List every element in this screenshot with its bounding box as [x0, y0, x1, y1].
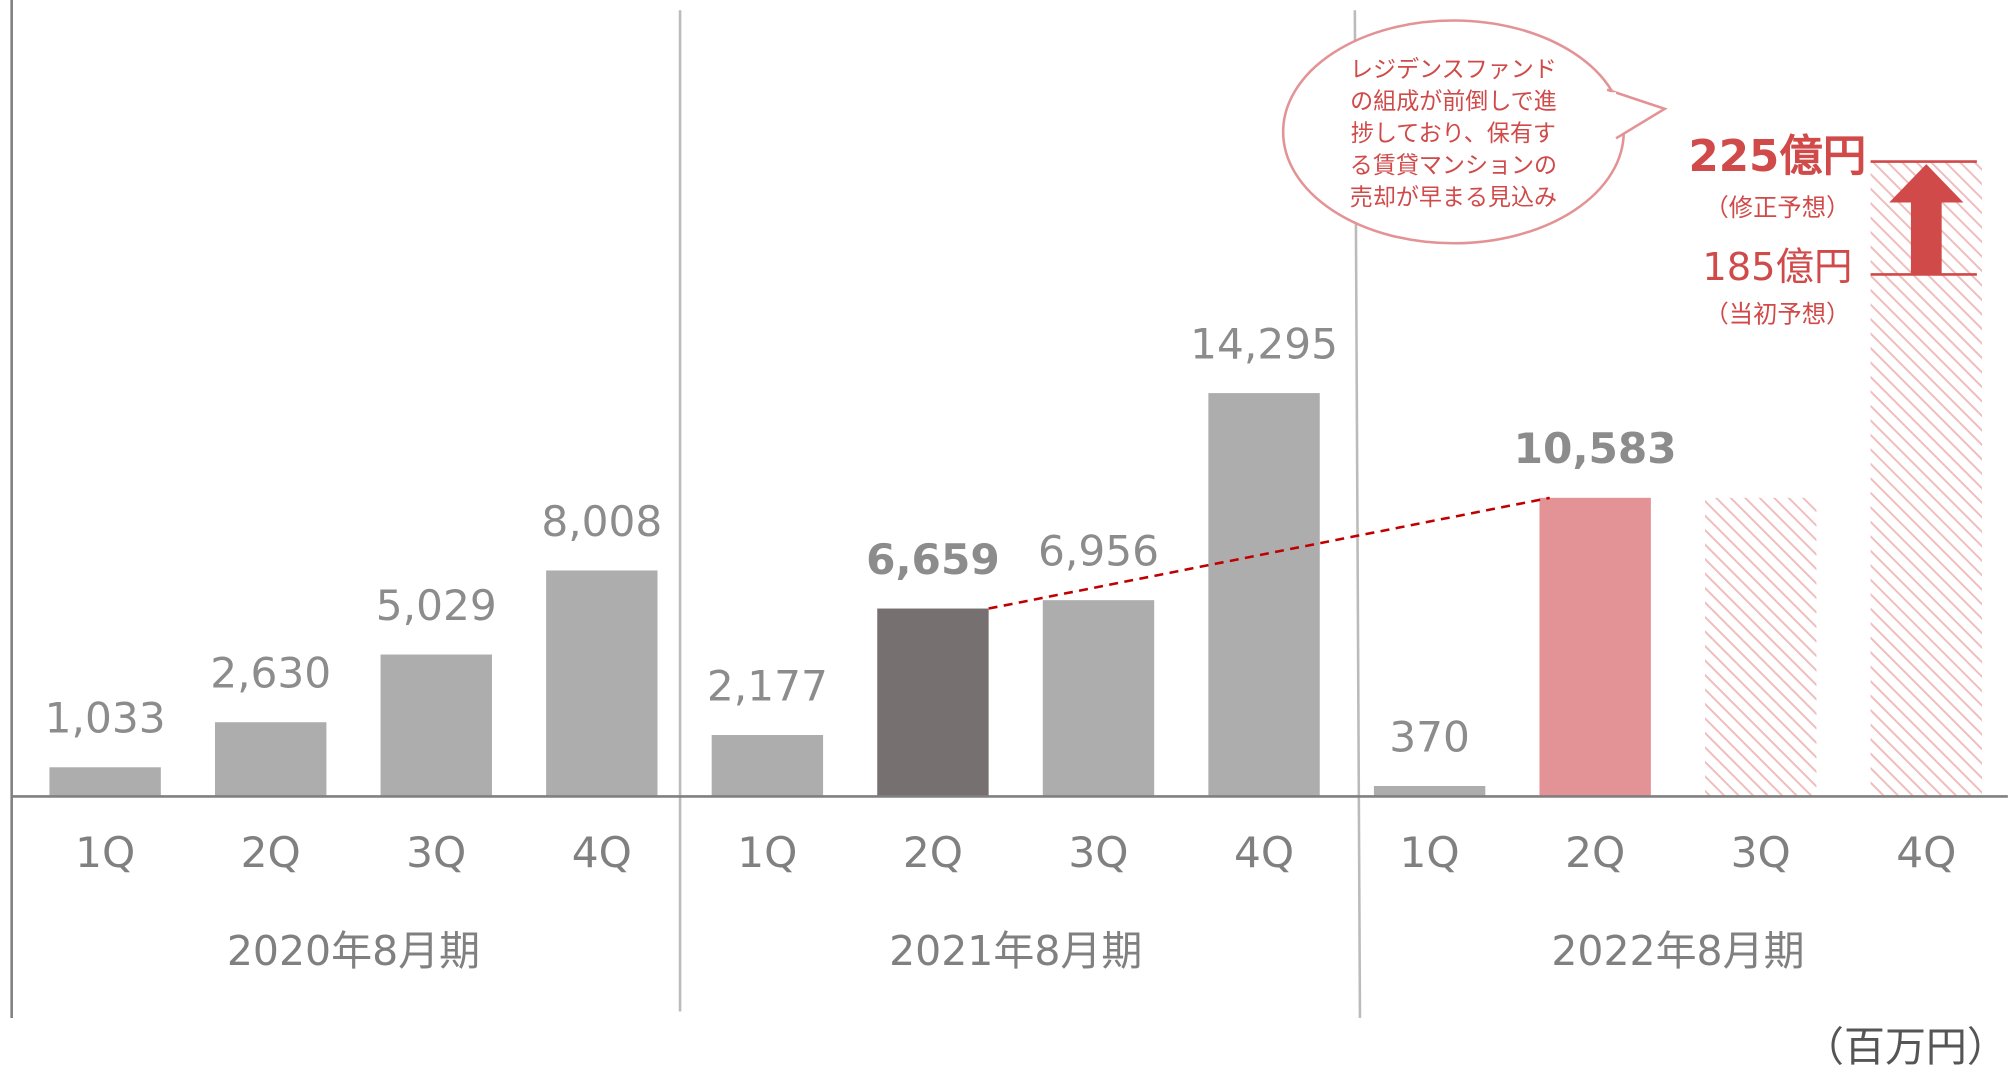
x-tick-label: 1Q: [1400, 828, 1460, 877]
x-tick-label: 2Q: [903, 828, 963, 877]
x-tick-label: 3Q: [1731, 828, 1791, 877]
up-arrow: [1889, 164, 1964, 275]
value-label: 2,177: [707, 661, 828, 710]
value-label: 370: [1389, 712, 1470, 761]
x-tick-label: 4Q: [572, 828, 632, 877]
x-tick-label: 4Q: [1896, 828, 1956, 877]
bar: [1539, 497, 1651, 797]
bar: [1373, 785, 1486, 797]
value-label: 10,583: [1514, 424, 1677, 473]
value-label: 14,295: [1190, 319, 1338, 368]
callout-text: レジデンスファンド: [1350, 57, 1557, 83]
x-tick-label: 1Q: [75, 828, 135, 877]
value-label: 6,956: [1038, 527, 1159, 576]
x-tick-label: 3Q: [1068, 828, 1128, 877]
callout-join: [1587, 92, 1617, 136]
initial-label: 185億円: [1702, 245, 1852, 290]
group-label: 2021年8月期: [889, 927, 1142, 975]
x-tick-label: 3Q: [406, 828, 466, 877]
x-tick-label: 1Q: [737, 828, 797, 877]
value-label: 1,033: [45, 694, 166, 743]
initial-note: （当初予想）: [1704, 299, 1850, 328]
value-label: 8,008: [541, 497, 662, 546]
x-tick-label: 2Q: [241, 828, 301, 877]
revised-label: 225億円: [1688, 132, 1866, 182]
bar: [49, 767, 161, 797]
revised-note: （修正予想）: [1704, 193, 1850, 222]
x-tick-label: 2Q: [1565, 828, 1625, 877]
callout-tail: [1606, 88, 1668, 140]
callout-text: 捗しており、保有す: [1351, 121, 1556, 147]
value-label: 5,029: [376, 581, 497, 630]
callout-text: の組成が前倒しで進: [1350, 89, 1557, 115]
unit-label: （百万円）: [1803, 1023, 2008, 1071]
callout-text: 売却が早まる見込み: [1350, 185, 1557, 211]
x-tick-label: 4Q: [1234, 828, 1294, 877]
value-label: 2,630: [210, 649, 331, 698]
bar: [380, 654, 492, 797]
group-label: 2022年8月期: [1551, 927, 1804, 975]
forecast-bar: [1705, 497, 1817, 797]
bar: [711, 735, 824, 797]
bar: [546, 570, 658, 797]
group-label: 2020年8月期: [227, 927, 480, 975]
callout-text: る賃貸マンションの: [1350, 153, 1557, 179]
value-label: 6,659: [866, 535, 1000, 584]
trend-line: [988, 496, 1550, 610]
bar: [214, 722, 327, 797]
bar: [1208, 393, 1320, 797]
bar: [1042, 600, 1155, 797]
bar: [877, 608, 989, 797]
